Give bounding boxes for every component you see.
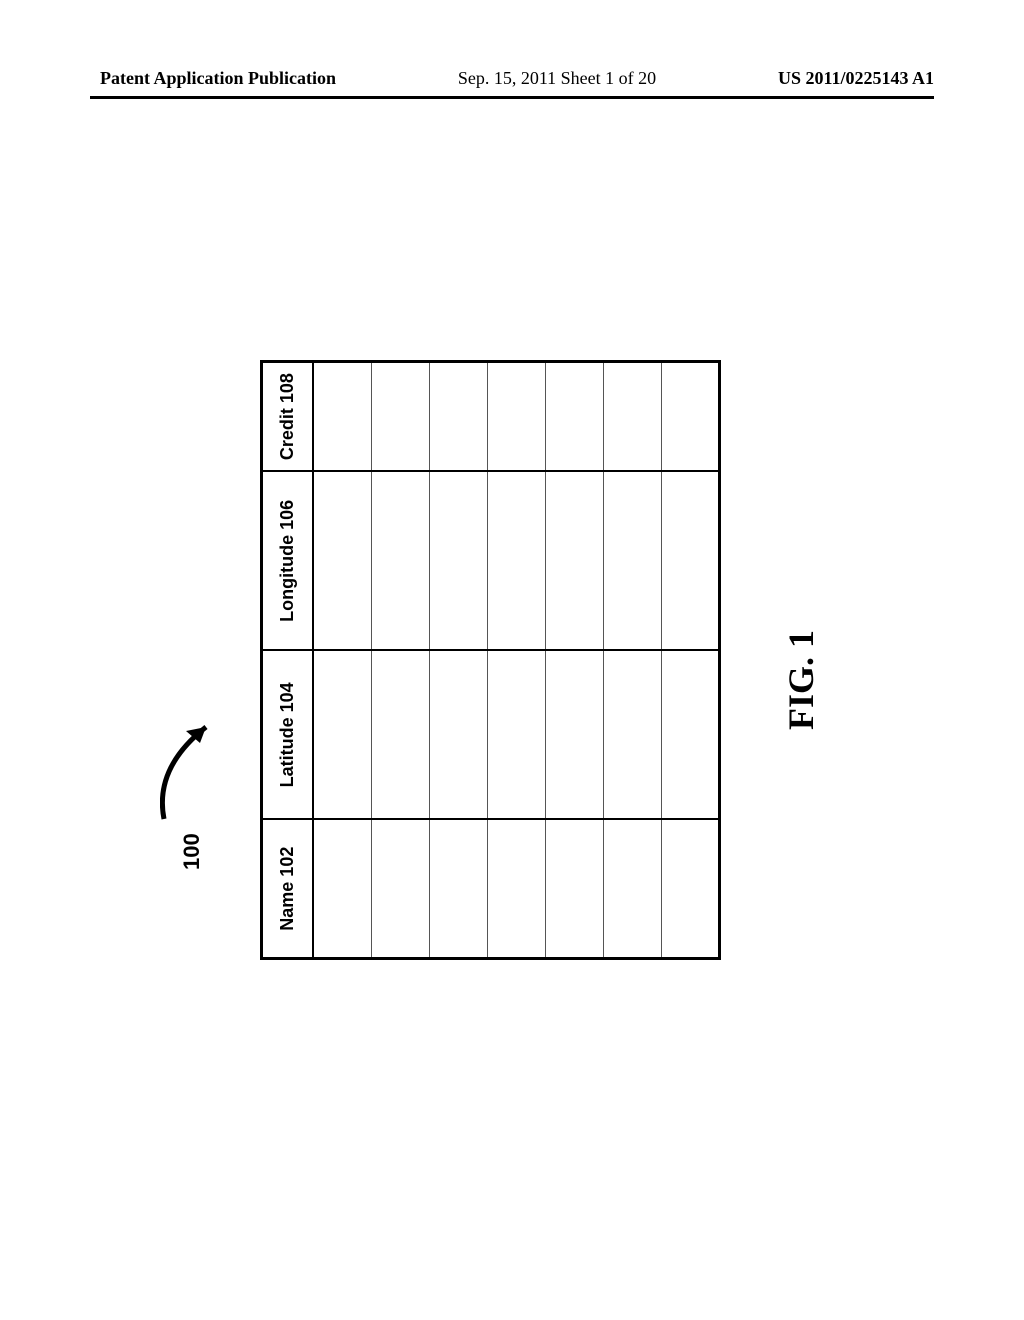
table-row bbox=[545, 362, 603, 959]
table-cell bbox=[429, 819, 487, 958]
table-cell bbox=[545, 362, 603, 472]
table-cell bbox=[429, 650, 487, 819]
reference-label: 100 bbox=[160, 713, 224, 870]
table-row bbox=[603, 362, 661, 959]
table-cell bbox=[429, 471, 487, 650]
table-cell bbox=[487, 819, 545, 958]
table-cell bbox=[313, 471, 371, 650]
table-cell bbox=[661, 471, 719, 650]
table-row bbox=[487, 362, 545, 959]
table-cell bbox=[487, 650, 545, 819]
header-rule bbox=[90, 96, 934, 99]
table-cell bbox=[313, 362, 371, 472]
col-header-name: Name 102 bbox=[262, 819, 314, 958]
table-cell bbox=[603, 362, 661, 472]
table-cell bbox=[371, 471, 429, 650]
table-cell bbox=[313, 650, 371, 819]
header-right: US 2011/0225143 A1 bbox=[778, 68, 934, 89]
table-cell bbox=[487, 362, 545, 472]
table-row bbox=[313, 362, 371, 959]
reference-number: 100 bbox=[179, 833, 205, 870]
table-cell bbox=[603, 650, 661, 819]
table-row bbox=[371, 362, 429, 959]
table-cell bbox=[661, 650, 719, 819]
table-cell bbox=[545, 650, 603, 819]
table-cell bbox=[487, 471, 545, 650]
figure-region: 100 Name 102 Latitude 104 Longitude 106 … bbox=[100, 180, 924, 1140]
table-body bbox=[313, 362, 719, 959]
col-header-latitude: Latitude 104 bbox=[262, 650, 314, 819]
table-cell bbox=[603, 471, 661, 650]
table-row bbox=[429, 362, 487, 959]
data-table: Name 102 Latitude 104 Longitude 106 Cred… bbox=[260, 360, 721, 960]
table-cell bbox=[603, 819, 661, 958]
col-header-credit: Credit 108 bbox=[262, 362, 314, 472]
table-header-row: Name 102 Latitude 104 Longitude 106 Cred… bbox=[262, 362, 314, 959]
table-cell bbox=[429, 362, 487, 472]
col-header-longitude: Longitude 106 bbox=[262, 471, 314, 650]
reference-arrow-icon bbox=[160, 713, 224, 823]
table-cell bbox=[371, 650, 429, 819]
table-cell bbox=[545, 471, 603, 650]
table-cell bbox=[545, 819, 603, 958]
page-header: Patent Application Publication Sep. 15, … bbox=[0, 68, 1024, 97]
header-left: Patent Application Publication bbox=[100, 68, 336, 89]
figure-caption: FIG. 1 bbox=[780, 630, 822, 730]
table-cell bbox=[313, 819, 371, 958]
table-cell bbox=[371, 819, 429, 958]
table-row bbox=[661, 362, 719, 959]
header-center: Sep. 15, 2011 Sheet 1 of 20 bbox=[458, 68, 656, 89]
figure-1: 100 Name 102 Latitude 104 Longitude 106 … bbox=[100, 180, 924, 1140]
table-cell bbox=[371, 362, 429, 472]
table-cell bbox=[661, 819, 719, 958]
table-cell bbox=[661, 362, 719, 472]
